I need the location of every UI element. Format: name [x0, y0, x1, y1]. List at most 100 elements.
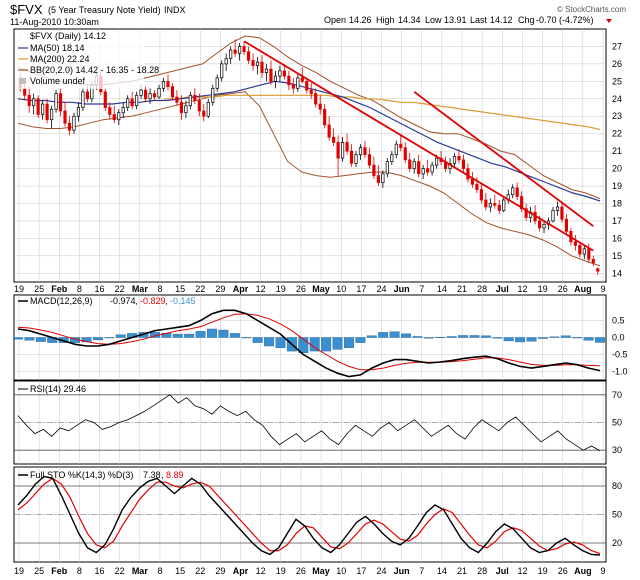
candle-body	[58, 93, 63, 112]
candle-body	[578, 245, 582, 255]
candle-body	[54, 93, 58, 110]
legend-bb: BB(20,2.0) 14.42 - 16.35 - 18.28	[30, 65, 159, 75]
candle-body	[112, 114, 116, 121]
candle-body	[426, 168, 430, 173]
macd-tick-label: -1.0	[612, 367, 628, 377]
x-tick-label-top: 29	[215, 284, 225, 294]
candle-body	[421, 168, 425, 175]
ma50-line	[17, 80, 601, 202]
x-tick-label-bottom: 26	[558, 566, 568, 576]
legend-volume-swatch	[19, 78, 26, 84]
candle-body	[287, 75, 291, 86]
svg-text:,: ,	[161, 470, 164, 480]
macd-hist-bar	[435, 336, 446, 338]
candle-body	[479, 189, 483, 201]
macd-hist-bar	[549, 336, 560, 338]
legend-volume: Volume undef	[30, 76, 86, 86]
candle-body	[45, 103, 49, 121]
datetime-text: 11-Aug-2010 10:30am	[10, 17, 99, 27]
macd-hist-bar	[24, 337, 35, 341]
candle-body	[166, 80, 170, 87]
candle-body	[188, 94, 192, 107]
chart-header: $FVX (5 Year Treasury Note Yield) INDX 1…	[10, 2, 626, 27]
macd-hist-bar	[572, 337, 583, 339]
candle-body	[587, 248, 591, 260]
chg-value: -0.70 (-4.72%)	[536, 15, 594, 25]
x-tick-label-bottom: 21	[457, 566, 467, 576]
candle-body	[314, 93, 318, 105]
candle-body	[242, 46, 246, 53]
x-tick-label-top: 25	[34, 284, 44, 294]
svg-text:,: ,	[165, 296, 168, 306]
macd-hist-bar	[526, 337, 537, 342]
candle-body	[206, 101, 210, 117]
price-tick-label: 14	[612, 268, 622, 278]
x-tick-label-bottom: Mar	[132, 566, 149, 576]
candle-body	[224, 58, 228, 65]
credit-text: © StockCharts.com	[557, 5, 626, 14]
x-tick-label-top: 19	[276, 284, 286, 294]
rsi-tick-label: 70	[612, 390, 622, 400]
candle-body	[309, 89, 313, 94]
x-tick-label-bottom: 25	[34, 566, 44, 576]
macd-hist-bar	[229, 333, 240, 338]
candle-body	[332, 136, 336, 143]
macd-hist-bar	[583, 337, 594, 341]
macd-hist-bar	[343, 337, 354, 348]
candle-body	[139, 89, 143, 96]
candle-body	[81, 91, 85, 108]
x-tick-label-top: May	[312, 284, 330, 294]
x-tick-label-bottom: 8	[77, 566, 82, 576]
legend-sto-k: 7.38	[143, 470, 161, 480]
price-legend: $FVX (Daily) 14.12 MA(50) 18.14 MA(200) …	[16, 31, 159, 89]
x-tick-label-top: 15	[175, 284, 185, 294]
x-tick-label-bottom: 14	[437, 566, 447, 576]
x-tick-label-bottom: Aug	[574, 566, 592, 576]
price-tick-label: 19	[612, 181, 622, 191]
x-tick-label-top: 28	[477, 284, 487, 294]
candle-body	[179, 101, 183, 114]
macd-hist-bar	[35, 337, 46, 342]
macd-hist-bar	[298, 337, 309, 354]
candle-body	[67, 122, 72, 131]
macd-signal-line	[17, 313, 601, 371]
candle-body	[215, 77, 219, 89]
candle-body	[466, 168, 470, 180]
candle-body	[85, 91, 89, 100]
candle-body	[430, 164, 434, 173]
candle-body	[345, 142, 349, 152]
macd-hist-bar	[458, 335, 469, 338]
trend-line	[413, 91, 594, 227]
candle-body	[524, 208, 528, 218]
price-tick-label: 27	[612, 41, 622, 51]
candle-body	[488, 203, 492, 208]
macd-hist-bar	[309, 337, 320, 352]
candle-body	[470, 178, 474, 185]
price-tick-label: 25	[612, 76, 622, 86]
macd-hist-bar	[172, 333, 183, 338]
candle-body	[376, 175, 380, 183]
sto-k-line	[17, 475, 601, 556]
candle-body	[515, 187, 519, 197]
candle-body	[32, 98, 36, 107]
candle-body	[560, 206, 564, 220]
candle-body	[582, 248, 586, 255]
legend-macd-v2: -0.829	[140, 296, 166, 306]
candle-body	[63, 110, 67, 124]
macd-hist-bar	[480, 335, 491, 338]
candle-body	[511, 187, 515, 196]
candle-body	[591, 258, 595, 264]
candle-body	[72, 115, 76, 131]
macd-hist-bar	[366, 335, 377, 338]
candle-body	[318, 103, 322, 110]
x-tick-label-bottom: 22	[195, 566, 205, 576]
candle-body	[121, 107, 125, 114]
candle-body	[385, 161, 389, 175]
macd-hist-bar	[492, 337, 503, 339]
candle-body	[144, 89, 148, 100]
rsi-line	[17, 394, 601, 452]
macd-hist-bar	[412, 336, 423, 338]
sto-d-line	[17, 477, 601, 555]
candle-body	[596, 268, 600, 272]
